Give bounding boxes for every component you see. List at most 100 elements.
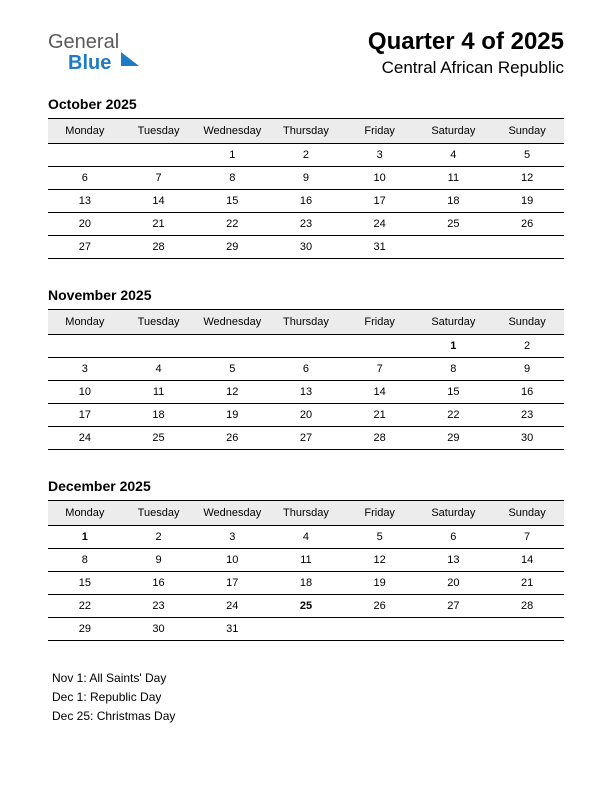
months-container: October 2025MondayTuesdayWednesdayThursd… bbox=[48, 96, 564, 641]
calendar-cell bbox=[122, 144, 196, 167]
calendar-cell: 31 bbox=[195, 618, 269, 641]
calendar-cell: 4 bbox=[269, 526, 343, 549]
calendar-cell: 28 bbox=[122, 236, 196, 259]
calendar-cell: 25 bbox=[122, 427, 196, 450]
weekday-header: Friday bbox=[343, 119, 417, 144]
calendar-cell: 18 bbox=[417, 190, 491, 213]
calendar-cell: 31 bbox=[343, 236, 417, 259]
calendar-cell: 17 bbox=[343, 190, 417, 213]
calendar-row: 6789101112 bbox=[48, 167, 564, 190]
holiday-note: Nov 1: All Saints' Day bbox=[52, 669, 564, 688]
calendar-cell: 2 bbox=[490, 335, 564, 358]
calendar-cell: 21 bbox=[122, 213, 196, 236]
logo-triangle-icon bbox=[121, 35, 139, 66]
calendar-cell: 16 bbox=[490, 381, 564, 404]
calendar-cell: 1 bbox=[417, 335, 491, 358]
weekday-header: Tuesday bbox=[122, 501, 196, 526]
calendar-cell bbox=[195, 335, 269, 358]
calendar-cell: 9 bbox=[490, 358, 564, 381]
calendar-cell: 20 bbox=[269, 404, 343, 427]
calendar-cell: 22 bbox=[417, 404, 491, 427]
calendar-cell: 27 bbox=[48, 236, 122, 259]
calendar-cell: 2 bbox=[122, 526, 196, 549]
calendar-cell: 26 bbox=[490, 213, 564, 236]
calendar-cell: 6 bbox=[269, 358, 343, 381]
weekday-header: Tuesday bbox=[122, 310, 196, 335]
calendar-cell: 15 bbox=[195, 190, 269, 213]
weekday-header: Thursday bbox=[269, 310, 343, 335]
calendar-row: 2728293031 bbox=[48, 236, 564, 259]
calendar-cell: 5 bbox=[343, 526, 417, 549]
calendar-cell: 26 bbox=[195, 427, 269, 450]
calendar-cell: 24 bbox=[48, 427, 122, 450]
calendar-cell: 12 bbox=[195, 381, 269, 404]
calendar-cell: 16 bbox=[269, 190, 343, 213]
calendar-cell: 4 bbox=[122, 358, 196, 381]
calendar-cell: 30 bbox=[269, 236, 343, 259]
calendar-cell: 10 bbox=[195, 549, 269, 572]
calendar-cell: 3 bbox=[343, 144, 417, 167]
calendar-cell: 17 bbox=[48, 404, 122, 427]
weekday-header: Friday bbox=[343, 501, 417, 526]
calendar-cell: 4 bbox=[417, 144, 491, 167]
calendar-cell: 9 bbox=[269, 167, 343, 190]
calendar-cell: 17 bbox=[195, 572, 269, 595]
weekday-header: Sunday bbox=[490, 119, 564, 144]
logo-text-general: General bbox=[48, 31, 119, 53]
calendar-cell: 19 bbox=[490, 190, 564, 213]
calendar-cell: 7 bbox=[490, 526, 564, 549]
calendar-cell: 24 bbox=[343, 213, 417, 236]
logo: General Blue bbox=[48, 28, 139, 73]
calendar-cell: 20 bbox=[417, 572, 491, 595]
calendar-cell: 1 bbox=[195, 144, 269, 167]
calendar-cell: 8 bbox=[48, 549, 122, 572]
calendar-cell bbox=[417, 618, 491, 641]
calendar-table: MondayTuesdayWednesdayThursdayFridaySatu… bbox=[48, 500, 564, 641]
month-title: November 2025 bbox=[48, 287, 564, 303]
calendar-cell bbox=[269, 618, 343, 641]
weekday-header: Sunday bbox=[490, 501, 564, 526]
calendar-cell: 29 bbox=[417, 427, 491, 450]
calendar-cell: 8 bbox=[195, 167, 269, 190]
calendar-cell: 22 bbox=[195, 213, 269, 236]
calendar-cell bbox=[269, 335, 343, 358]
calendar-table: MondayTuesdayWednesdayThursdayFridaySatu… bbox=[48, 118, 564, 259]
calendar-row: 12 bbox=[48, 335, 564, 358]
calendar-cell: 23 bbox=[269, 213, 343, 236]
calendar-cell: 10 bbox=[343, 167, 417, 190]
header: General Blue Quarter 4 of 2025 Central A… bbox=[48, 28, 564, 78]
calendar-table: MondayTuesdayWednesdayThursdayFridaySatu… bbox=[48, 309, 564, 450]
calendar-cell: 28 bbox=[343, 427, 417, 450]
calendar-cell: 16 bbox=[122, 572, 196, 595]
title-block: Quarter 4 of 2025 Central African Republ… bbox=[368, 28, 564, 78]
calendar-cell: 30 bbox=[122, 618, 196, 641]
calendar-cell: 10 bbox=[48, 381, 122, 404]
calendar-row: 22232425262728 bbox=[48, 595, 564, 618]
page-subtitle: Central African Republic bbox=[368, 58, 564, 78]
calendar-cell: 20 bbox=[48, 213, 122, 236]
weekday-header: Monday bbox=[48, 119, 122, 144]
calendar-cell: 6 bbox=[417, 526, 491, 549]
calendar-cell: 12 bbox=[490, 167, 564, 190]
calendar-cell: 19 bbox=[195, 404, 269, 427]
calendar-cell: 6 bbox=[48, 167, 122, 190]
month-block: October 2025MondayTuesdayWednesdayThursd… bbox=[48, 96, 564, 259]
weekday-header: Saturday bbox=[417, 310, 491, 335]
calendar-row: 24252627282930 bbox=[48, 427, 564, 450]
calendar-cell: 30 bbox=[490, 427, 564, 450]
weekday-header: Friday bbox=[343, 310, 417, 335]
calendar-cell: 28 bbox=[490, 595, 564, 618]
calendar-cell: 5 bbox=[490, 144, 564, 167]
weekday-header: Wednesday bbox=[195, 501, 269, 526]
calendar-cell bbox=[490, 236, 564, 259]
calendar-cell bbox=[343, 335, 417, 358]
calendar-cell: 21 bbox=[343, 404, 417, 427]
calendar-cell: 1 bbox=[48, 526, 122, 549]
calendar-cell: 25 bbox=[269, 595, 343, 618]
calendar-cell: 11 bbox=[269, 549, 343, 572]
calendar-cell bbox=[490, 618, 564, 641]
calendar-cell: 18 bbox=[269, 572, 343, 595]
calendar-cell: 22 bbox=[48, 595, 122, 618]
calendar-cell: 9 bbox=[122, 549, 196, 572]
calendar-cell: 29 bbox=[195, 236, 269, 259]
